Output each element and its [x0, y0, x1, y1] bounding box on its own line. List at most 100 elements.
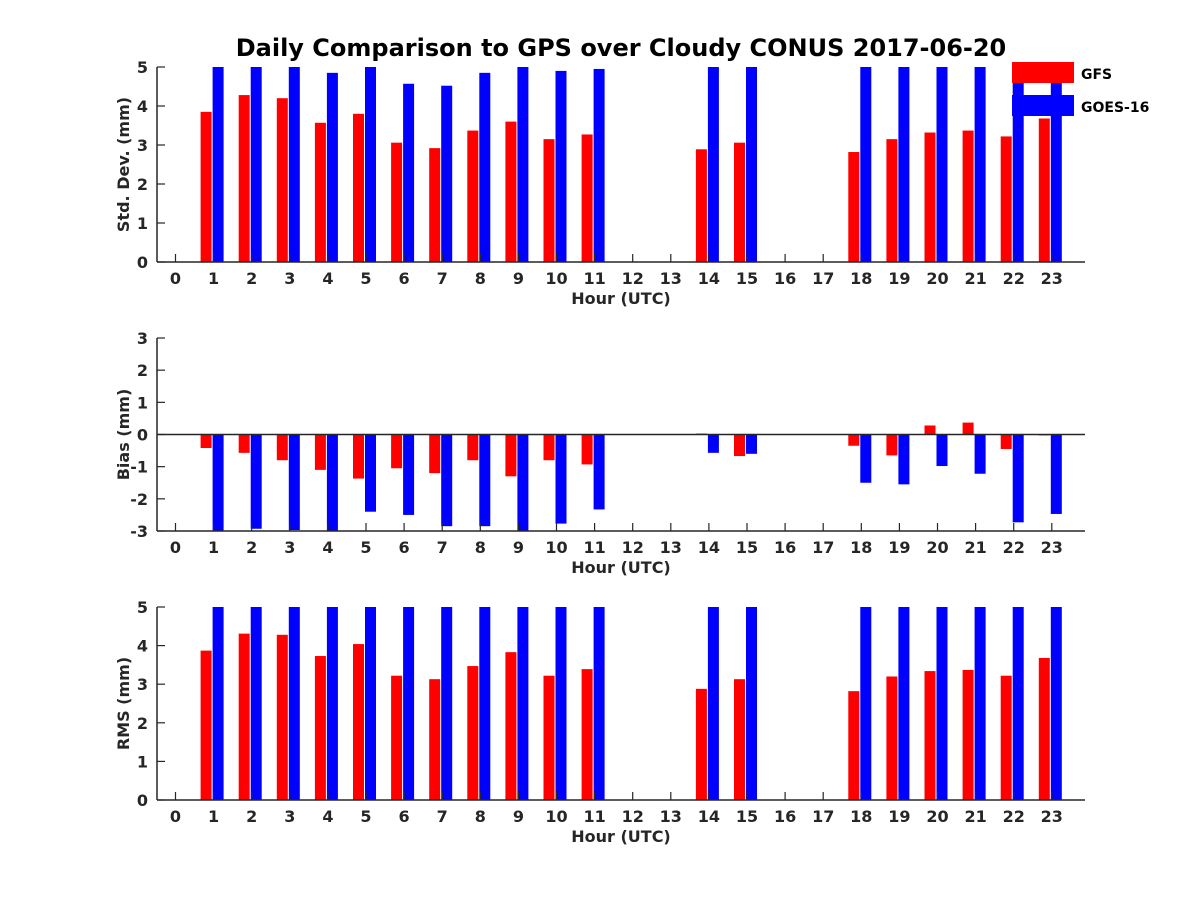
- x-tick-label: 14: [698, 538, 720, 557]
- bar-gfs-hour-5: [353, 434, 364, 479]
- bar-goes-16-hour-4: [326, 607, 338, 800]
- bar-goes-16-hour-5: [365, 434, 376, 512]
- x-tick-label: 8: [475, 538, 486, 557]
- x-tick-label: 21: [964, 538, 986, 557]
- x-tick-label: 10: [545, 269, 567, 288]
- x-tick-label: 17: [812, 269, 834, 288]
- bar-goes-16-hour-21: [974, 607, 986, 800]
- y-tick-label: 4: [137, 97, 148, 116]
- y-tick-label: 1: [137, 752, 148, 771]
- bar-gfs-hour-22: [1000, 136, 1012, 262]
- x-tick-label: 4: [322, 538, 333, 557]
- y-tick-label: 2: [137, 361, 148, 380]
- x-tick-label: 12: [622, 807, 644, 826]
- bar-goes-16-hour-1: [212, 607, 224, 800]
- bar-gfs-hour-2: [238, 633, 250, 800]
- y-tick-label: 3: [137, 329, 148, 348]
- bar-goes-16-hour-5: [365, 607, 376, 800]
- bar-gfs-hour-7: [429, 679, 441, 800]
- bar-gfs-hour-21: [962, 669, 974, 800]
- x-tick-label: 22: [1003, 538, 1025, 557]
- bar-gfs-hour-19: [886, 139, 898, 262]
- x-tick-label: 10: [545, 538, 567, 557]
- bar-goes-16-hour-22: [1012, 67, 1024, 262]
- x-tick-label: 15: [736, 269, 758, 288]
- bar-gfs-hour-8: [467, 666, 479, 800]
- x-tick-label: 13: [660, 269, 682, 288]
- x-tick-label: 20: [926, 269, 948, 288]
- x-tick-label: 10: [545, 807, 567, 826]
- bar-goes-16-hour-2: [250, 434, 262, 529]
- bar-goes-16-hour-11: [593, 434, 605, 510]
- x-tick-label: 23: [1041, 538, 1063, 557]
- bar-gfs-hour-6: [391, 434, 403, 469]
- legend-swatch-gfs: [1012, 62, 1074, 83]
- bar-gfs-hour-8: [467, 434, 479, 461]
- bar-goes-16-hour-8: [479, 607, 491, 800]
- bar-gfs-hour-19: [886, 434, 898, 456]
- bar-goes-16-hour-10: [555, 434, 567, 524]
- bar-gfs-hour-2: [238, 434, 250, 453]
- x-tick-label: 11: [583, 269, 605, 288]
- x-tick-label: 16: [774, 538, 796, 557]
- bar-gfs-hour-1: [200, 111, 212, 262]
- x-tick-label: 5: [360, 538, 371, 557]
- bar-gfs-hour-6: [391, 142, 403, 262]
- bar-gfs-hour-8: [467, 130, 479, 262]
- x-tick-label: 1: [208, 538, 219, 557]
- bar-goes-16-hour-1: [212, 67, 224, 262]
- bar-gfs-hour-10: [543, 139, 555, 262]
- bar-gfs-hour-21: [962, 422, 974, 435]
- bar-goes-16-hour-14: [707, 607, 719, 800]
- x-tick-label: 0: [170, 538, 181, 557]
- x-tick-label: 13: [660, 538, 682, 557]
- legend-label-goes-16: GOES-16: [1081, 100, 1149, 116]
- x-tick-label: 7: [437, 807, 448, 826]
- bar-goes-16-hour-10: [555, 607, 567, 800]
- bar-goes-16-hour-6: [403, 434, 415, 515]
- legend: GFS GOES-16: [1012, 62, 1149, 116]
- bar-gfs-hour-18: [848, 691, 860, 800]
- x-tick-label: 2: [246, 269, 257, 288]
- y-tick-label: 0: [137, 791, 148, 810]
- bar-gfs-hour-4: [314, 434, 326, 470]
- y-tick-label: -2: [130, 490, 148, 509]
- chart-title: Daily Comparison to GPS over Cloudy CONU…: [236, 34, 1007, 62]
- bar-goes-16-hour-7: [441, 85, 453, 262]
- bar-goes-16-hour-15: [746, 67, 757, 262]
- bar-goes-16-hour-20: [936, 67, 948, 262]
- y-axis-label: RMS (mm): [114, 657, 133, 750]
- x-tick-label: 19: [888, 269, 910, 288]
- bar-goes-16-hour-22: [1012, 434, 1024, 523]
- bar-goes-16-hour-3: [288, 607, 300, 800]
- x-tick-label: 8: [475, 807, 486, 826]
- bar-gfs-hour-23: [1038, 118, 1050, 262]
- x-tick-label: 11: [583, 538, 605, 557]
- bar-gfs-hour-20: [924, 132, 936, 262]
- x-tick-label: 14: [698, 269, 720, 288]
- bar-goes-16-hour-5: [365, 67, 376, 262]
- bar-gfs-hour-6: [391, 675, 403, 800]
- x-tick-label: 2: [246, 538, 257, 557]
- bar-goes-16-hour-14: [707, 67, 719, 262]
- bar-gfs-hour-22: [1000, 434, 1012, 449]
- bar-goes-16-hour-9: [517, 67, 529, 262]
- x-tick-label: 17: [812, 807, 834, 826]
- bar-goes-16-hour-7: [441, 607, 453, 800]
- x-tick-label: 8: [475, 269, 486, 288]
- bar-gfs-hour-9: [505, 652, 517, 800]
- bar-goes-16-hour-2: [250, 607, 262, 800]
- bar-goes-16-hour-18: [860, 67, 872, 262]
- bar-gfs-hour-2: [238, 95, 250, 262]
- x-tick-label: 20: [926, 538, 948, 557]
- bar-gfs-hour-20: [924, 671, 936, 800]
- x-tick-label: 17: [812, 538, 834, 557]
- x-tick-label: 7: [437, 269, 448, 288]
- x-tick-label: 3: [284, 269, 295, 288]
- x-tick-label: 11: [583, 807, 605, 826]
- x-tick-label: 16: [774, 269, 796, 288]
- bar-gfs-hour-20: [924, 425, 936, 435]
- bar-gfs-hour-15: [734, 142, 745, 262]
